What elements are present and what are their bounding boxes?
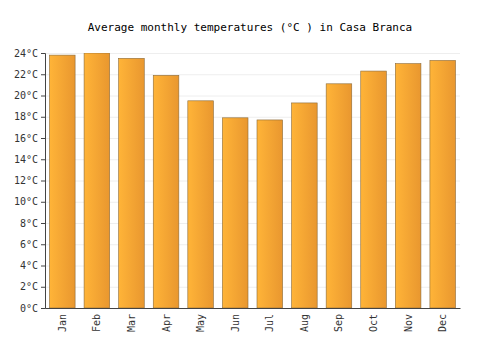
x-tick: Feb bbox=[91, 314, 102, 332]
y-tick: 14°C bbox=[14, 154, 45, 165]
y-tick-mark bbox=[41, 159, 45, 160]
y-tick-label: 4°C bbox=[20, 260, 38, 271]
y-tick-label: 20°C bbox=[14, 90, 38, 101]
y-tick-label: 24°C bbox=[14, 48, 38, 59]
y-tick-mark bbox=[41, 223, 45, 224]
x-tick: Dec bbox=[437, 314, 448, 332]
y-tick: 10°C bbox=[14, 196, 45, 207]
y-tick-mark bbox=[41, 74, 45, 75]
y-tick-label: 22°C bbox=[14, 69, 38, 80]
x-tick: Sep bbox=[333, 314, 344, 332]
x-tick-label: Sep bbox=[333, 314, 344, 332]
y-tick-label: 0°C bbox=[20, 303, 38, 314]
y-axis-line bbox=[41, 54, 46, 309]
y-tick-mark bbox=[41, 138, 45, 139]
y-tick: 8°C bbox=[20, 218, 45, 229]
y-tick: 16°C bbox=[14, 133, 45, 144]
bar bbox=[292, 103, 318, 308]
bars bbox=[49, 53, 455, 308]
y-tick-mark bbox=[41, 181, 45, 182]
grid bbox=[45, 54, 460, 309]
y-tick: 18°C bbox=[14, 111, 45, 122]
bar bbox=[49, 55, 75, 308]
bar bbox=[395, 64, 421, 308]
y-tick: 24°C bbox=[14, 48, 45, 59]
x-tick: Apr bbox=[161, 314, 172, 332]
x-tick-label: Jun bbox=[230, 314, 241, 332]
chart-container: 0°C 2°C 4°C 6°C 8°C 10°C 12°C 14°C 16°C 18°C 20°C 2… bbox=[0, 0, 500, 350]
x-tick: Jun bbox=[230, 314, 241, 332]
x-tick-label: Aug bbox=[299, 314, 310, 332]
bar bbox=[257, 120, 283, 308]
chart-svg: 0°C 2°C 4°C 6°C 8°C 10°C 12°C 14°C 16°C 18°C 20°C 2… bbox=[0, 0, 500, 350]
bar bbox=[222, 118, 248, 308]
y-tick: 20°C bbox=[14, 90, 45, 101]
y-tick-label: 2°C bbox=[20, 281, 38, 292]
y-tick-label: 10°C bbox=[14, 196, 38, 207]
x-tick-label: Jan bbox=[57, 314, 68, 332]
y-tick: 2°C bbox=[20, 281, 45, 292]
title: Average monthly temperatures (°C ) in Ca… bbox=[88, 21, 413, 34]
y-tick-label: 16°C bbox=[14, 133, 38, 144]
plot: 0°C 2°C 4°C 6°C 8°C 10°C 12°C 14°C 16°C 18°C 20°C 2… bbox=[14, 48, 461, 332]
x-tick-label: Mar bbox=[126, 314, 137, 332]
y-tick: 0°C bbox=[20, 303, 45, 314]
y-tick: 6°C bbox=[20, 239, 45, 250]
y-tick-label: 8°C bbox=[20, 218, 38, 229]
bar bbox=[430, 60, 456, 308]
y-tick-mark bbox=[41, 244, 45, 245]
y-tick-mark bbox=[41, 117, 45, 118]
y-tick: 12°C bbox=[14, 175, 45, 186]
bar bbox=[119, 58, 145, 308]
x-tick: Jul bbox=[264, 314, 275, 332]
y-tick-label: 6°C bbox=[20, 239, 38, 250]
y-tick-mark bbox=[41, 308, 45, 309]
bar bbox=[84, 53, 110, 308]
x-tick-label: May bbox=[195, 314, 206, 332]
x-tick-label: Apr bbox=[161, 314, 172, 332]
y-tick-mark bbox=[41, 287, 45, 288]
bar bbox=[153, 75, 179, 308]
y-tick: 4°C bbox=[20, 260, 45, 271]
x-tick-label: Oct bbox=[368, 314, 379, 332]
x-axis: Jan Feb Mar Apr May Jun Jul Aug Sep Oct Nov Dec bbox=[46, 309, 461, 333]
y-tick-mark bbox=[41, 202, 45, 203]
y-tick-label: 18°C bbox=[14, 111, 38, 122]
x-tick: Nov bbox=[403, 314, 414, 332]
x-tick-label: Jul bbox=[264, 314, 275, 332]
bar bbox=[361, 71, 387, 308]
y-tick: 22°C bbox=[14, 69, 45, 80]
y-tick-label: 14°C bbox=[14, 154, 38, 165]
x-tick-label: Feb bbox=[91, 314, 102, 332]
y-axis: 0°C 2°C 4°C 6°C 8°C 10°C 12°C 14°C 16°C 18°C 20°C 2… bbox=[14, 48, 46, 314]
x-axis-line bbox=[46, 308, 461, 309]
x-tick: Jan bbox=[57, 314, 68, 332]
y-tick-mark bbox=[41, 53, 45, 54]
x-tick: Aug bbox=[299, 314, 310, 332]
y-tick-mark bbox=[41, 266, 45, 267]
x-tick: Oct bbox=[368, 314, 379, 332]
x-tick-label: Nov bbox=[403, 314, 414, 332]
x-tick: Mar bbox=[126, 314, 137, 332]
y-tick-label: 12°C bbox=[14, 175, 38, 186]
x-tick-label: Dec bbox=[437, 314, 448, 332]
grid-line bbox=[45, 308, 460, 309]
bar bbox=[326, 84, 352, 308]
x-tick: May bbox=[195, 314, 206, 332]
y-tick-mark bbox=[41, 96, 45, 97]
bar bbox=[188, 101, 214, 308]
